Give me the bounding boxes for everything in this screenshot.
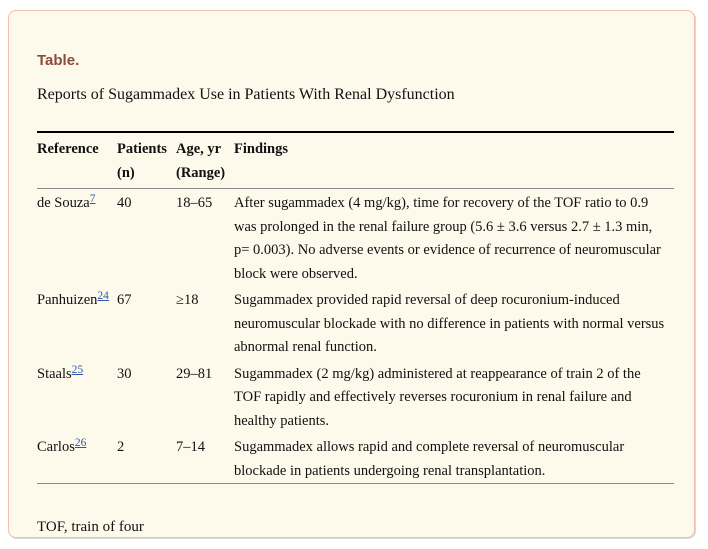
- findings-cell: Sugammadex (2 mg/kg) administered at rea…: [234, 365, 641, 429]
- reference-cell: Staals25: [37, 360, 117, 434]
- age-cell: 29–81: [176, 365, 213, 382]
- column-header-reference: Reference: [37, 132, 117, 189]
- table-row: de Souza7 40 18–65 After sugammadex (4 m…: [37, 189, 674, 287]
- findings-cell: Sugammadex allows rapid and complete rev…: [234, 439, 625, 479]
- citation-link[interactable]: 24: [97, 290, 109, 302]
- table-footnote: TOF, train of four: [37, 519, 144, 535]
- reference-cell: Carlos26: [37, 433, 117, 484]
- citation-link[interactable]: 25: [71, 363, 84, 376]
- age-cell: ≥18: [176, 292, 199, 308]
- table-header-row: Reference Patients (n) Age, yr (Range) F…: [37, 132, 674, 189]
- renal-dysfunction-table: Reference Patients (n) Age, yr (Range) F…: [37, 131, 674, 484]
- table-title: Reports of Sugammadex Use in Patients Wi…: [37, 86, 455, 103]
- reference-name: Staals: [37, 365, 72, 382]
- citation-link[interactable]: 7: [89, 193, 96, 205]
- findings-cell: After sugammadex (4 mg/kg), time for rec…: [234, 195, 661, 282]
- citation-link[interactable]: 26: [74, 437, 87, 449]
- reference-name: de Souza: [37, 195, 90, 211]
- patients-cell: 67: [117, 292, 132, 308]
- table-label: Table.: [37, 52, 80, 69]
- age-cell: 18–65: [176, 195, 213, 211]
- table-row: Staals25 30 29–81 Sugammadex (2 mg/kg) a…: [37, 360, 674, 434]
- patients-cell: 2: [117, 439, 125, 455]
- column-header-age: Age, yr (Range): [176, 132, 234, 189]
- reference-name: Panhuizen: [37, 292, 98, 308]
- patients-cell: 30: [117, 365, 132, 382]
- table-row: Panhuizen24 67 ≥18 Sugammadex provided r…: [37, 286, 674, 360]
- findings-cell: Sugammadex provided rapid reversal of de…: [234, 292, 665, 355]
- reference-cell: Panhuizen24: [37, 286, 117, 360]
- column-header-findings: Findings: [234, 132, 674, 189]
- age-cell: 7–14: [176, 439, 205, 455]
- patients-cell: 40: [117, 195, 132, 211]
- table-card: Table. Reports of Sugammadex Use in Pati…: [8, 10, 695, 538]
- reference-name: Carlos: [37, 439, 75, 455]
- table-row: Carlos26 2 7–14 Sugammadex allows rapid …: [37, 433, 674, 484]
- reference-cell: de Souza7: [37, 189, 117, 287]
- column-header-patients: Patients (n): [117, 132, 176, 189]
